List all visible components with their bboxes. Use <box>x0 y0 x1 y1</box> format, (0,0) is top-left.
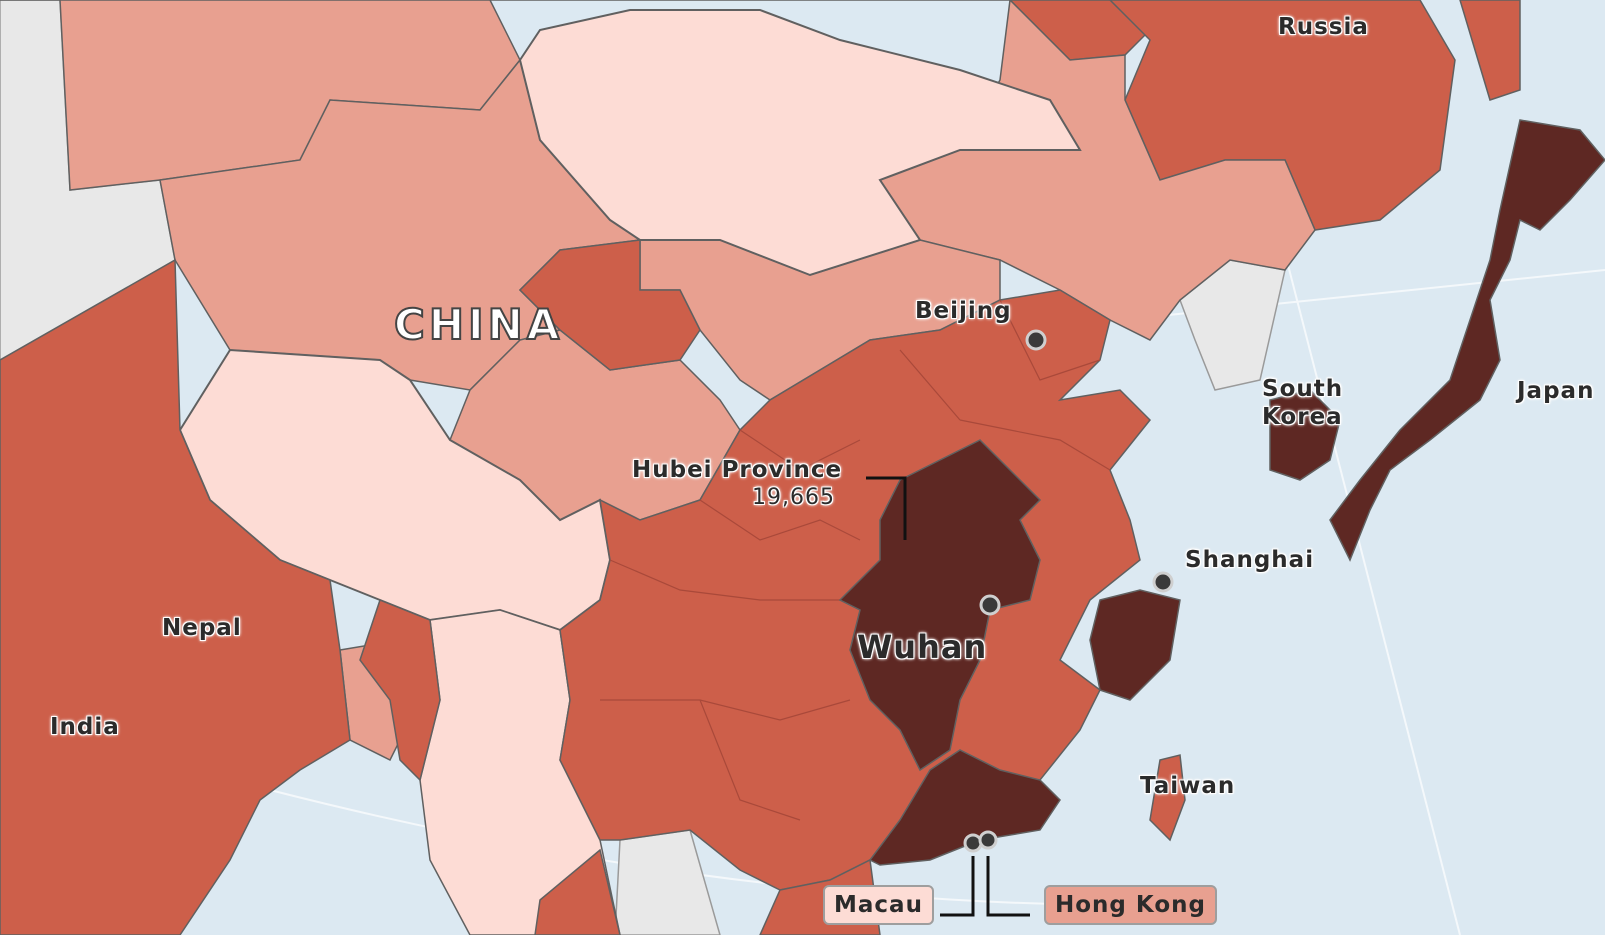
beijing-marker <box>1025 329 1047 351</box>
taiwan <box>1149 754 1186 842</box>
hong-kong-leader-line <box>986 856 1030 917</box>
country-label-south-korea-line2: Korea <box>1262 404 1343 430</box>
city-label-shanghai: Shanghai <box>1185 547 1315 573</box>
shanghai-marker <box>1152 571 1174 593</box>
sakhalin <box>1459 0 1521 101</box>
hong-kong-marker <box>978 830 998 850</box>
country-label-russia: Russia <box>1278 14 1369 40</box>
zhejiang <box>1089 589 1181 701</box>
japan <box>1329 119 1605 562</box>
hubei-region <box>838 439 1042 772</box>
hubei-case-count: 19,665 <box>752 485 835 510</box>
country-label-nepal: Nepal <box>162 615 242 641</box>
city-label-beijing: Beijing <box>915 298 1012 324</box>
region-label-hubei: Hubei Province <box>632 457 843 483</box>
country-label-japan: Japan <box>1517 378 1595 404</box>
tag-macau: Macau <box>823 885 934 925</box>
wuhan-marker <box>979 594 1001 616</box>
india <box>0 258 351 935</box>
province-borders <box>600 299 1111 821</box>
mongolia <box>518 9 1082 277</box>
country-label-south-korea-line1: South <box>1262 376 1344 402</box>
hubei-leader-line <box>866 476 907 540</box>
laos <box>534 848 621 935</box>
south-korea <box>1269 389 1341 481</box>
guangdong <box>868 749 1061 866</box>
northeast-india <box>359 599 441 782</box>
gansu <box>518 239 701 371</box>
country-label-india: India <box>50 714 120 740</box>
macau-marker <box>963 833 983 853</box>
country-label-china: CHINA <box>393 299 564 350</box>
city-label-wuhan: Wuhan <box>857 628 988 666</box>
tag-hong-kong: Hong Kong <box>1044 885 1217 925</box>
region-label-taiwan: Taiwan <box>1140 773 1236 799</box>
macau-leader-line <box>940 856 975 917</box>
